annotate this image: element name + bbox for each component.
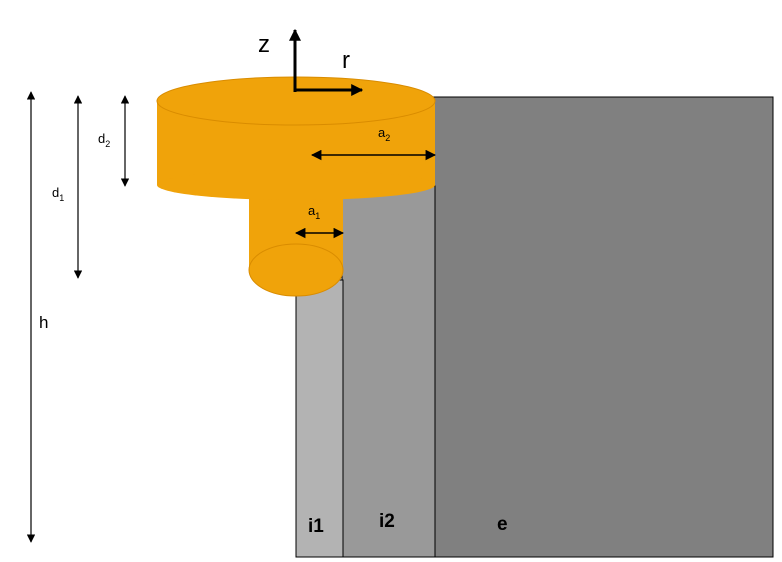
- region-i2-label: i2: [379, 511, 395, 532]
- layer-i1: [295, 279, 344, 558]
- lower-cylinder: [248, 185, 344, 297]
- a2-label: a2: [378, 125, 390, 143]
- z-axis-label: z: [258, 31, 270, 58]
- d2-label: d2: [98, 131, 110, 149]
- layer-i2: [341, 185, 436, 558]
- layer-e: [432, 96, 774, 558]
- upper-cylinder: [156, 76, 436, 200]
- a1-label: a1: [308, 203, 320, 221]
- h-label: h: [39, 313, 48, 332]
- region-i1-label: i1: [308, 516, 324, 537]
- d1-label: d1: [52, 185, 64, 203]
- region-e-label: e: [497, 514, 508, 535]
- r-axis-label: r: [342, 47, 350, 74]
